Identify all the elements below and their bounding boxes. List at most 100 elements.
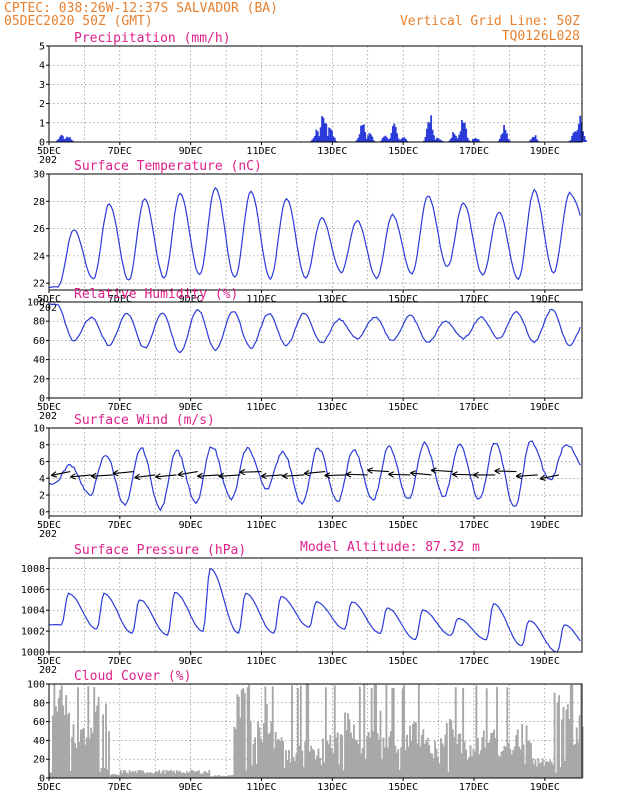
precip-bar <box>63 139 66 142</box>
x-tick-label: 19DEC <box>530 782 560 793</box>
precip-bar <box>70 139 73 142</box>
cloud-bar <box>538 763 541 778</box>
cloud-bar <box>60 685 63 778</box>
header: CPTEC: 038:26W-12:37S SALVADOR (BA) 05DE… <box>4 1 580 555</box>
precip-bar <box>318 136 321 142</box>
wind-arrow <box>324 472 347 479</box>
cloud-bar <box>347 713 349 778</box>
cloud-bar <box>581 726 584 778</box>
cloud-bar <box>490 733 493 778</box>
wind-arrow <box>154 473 177 480</box>
precip-bar <box>362 124 365 142</box>
precip-bar <box>531 136 534 142</box>
cloud-bar <box>153 772 156 778</box>
cloud-bar <box>462 687 465 778</box>
cloud-bar <box>186 770 189 778</box>
cloud-bar <box>127 773 130 778</box>
precip-bar <box>465 128 468 142</box>
y-tick-label: 1000 <box>21 648 45 659</box>
cloud-bar <box>441 743 444 778</box>
y-tick-label: 100 <box>27 298 45 309</box>
precip-bar <box>474 138 477 142</box>
x-tick-label: 11DEC <box>246 656 276 667</box>
precip-bar <box>365 138 368 142</box>
cloud-bar <box>355 740 358 778</box>
cloud-bar <box>364 759 367 778</box>
wind-arrow <box>367 467 390 474</box>
cloud-bar <box>339 734 342 778</box>
cloud-bar <box>375 684 377 778</box>
cloud-bar <box>249 720 252 778</box>
precip-bar <box>430 115 433 142</box>
cloud-bar <box>264 686 267 778</box>
cloud-bar <box>360 753 363 778</box>
rh-grid <box>49 302 582 398</box>
cloud-bar <box>93 687 96 778</box>
wind-arrow <box>90 472 113 480</box>
cloud-bar <box>212 776 215 778</box>
precip-bar <box>311 139 314 142</box>
cloud-bar <box>164 773 166 778</box>
cloud-bar <box>311 748 314 778</box>
x-tick-label: 13DEC <box>317 146 347 157</box>
precip-bar <box>576 130 579 142</box>
cloud-bar <box>291 685 293 778</box>
precip-bar <box>402 137 405 142</box>
cloud-bar <box>348 719 351 778</box>
cloud-bar <box>177 771 180 778</box>
cloud-bar <box>292 756 295 778</box>
cloud-bar <box>327 744 330 778</box>
cloud-bar <box>448 718 451 778</box>
cloud-bar <box>373 684 376 778</box>
cloud-bar <box>423 744 426 778</box>
cloud-bar <box>162 769 165 778</box>
cloud-bar <box>476 738 479 778</box>
precip-bar <box>71 140 74 142</box>
cloud-bar <box>574 743 577 778</box>
precip-bar <box>452 132 454 142</box>
x-tick-label: 9DEC <box>179 782 203 793</box>
wind-arrow <box>218 472 241 480</box>
y-tick-label: 0 <box>39 138 45 149</box>
wind-arrow <box>112 469 135 477</box>
x-tick-label: 7DEC <box>108 402 132 413</box>
precip-bar <box>433 135 435 142</box>
temp-frame <box>48 173 583 291</box>
cloud-bar <box>487 742 490 778</box>
model-altitude: Model Altitude: 87.32 m <box>300 540 480 555</box>
wind-arrow <box>69 473 92 480</box>
cloud-bar <box>521 724 524 778</box>
cloud-bar <box>102 714 104 778</box>
y-tick-label: 2 <box>39 491 45 502</box>
precip-bar <box>441 140 444 142</box>
cloud-bar <box>332 753 335 778</box>
cloud-bar <box>512 749 515 778</box>
cloud-bar <box>527 740 529 778</box>
cloud-bar <box>49 772 51 778</box>
cloud-bars <box>49 684 584 778</box>
cloud-bar <box>407 746 410 778</box>
precip-bar <box>584 139 587 142</box>
precip-bar <box>504 129 507 142</box>
cloud-bar <box>471 756 473 778</box>
cloud-bar <box>280 737 283 778</box>
cloud-bar <box>389 731 392 778</box>
cloud-bar <box>473 751 476 778</box>
cloud-bar <box>457 734 460 778</box>
cloud-bar <box>420 734 423 778</box>
y-tick-label: 5 <box>39 42 45 53</box>
cloud-bar <box>499 756 501 778</box>
cloud-bar <box>330 748 333 778</box>
cloud-bar <box>147 773 150 778</box>
cloud-bar <box>137 770 140 778</box>
y-tick-label: 40 <box>33 355 45 366</box>
cloud-bar <box>314 759 317 778</box>
precip-bar <box>439 139 441 142</box>
cloud-bar <box>535 766 538 778</box>
cloud-bar <box>426 737 429 778</box>
precip-bar <box>370 134 372 142</box>
precip-bar <box>393 123 396 142</box>
cloud-bar <box>75 747 78 778</box>
precip-bar <box>425 128 428 142</box>
precip-bar <box>574 131 576 142</box>
